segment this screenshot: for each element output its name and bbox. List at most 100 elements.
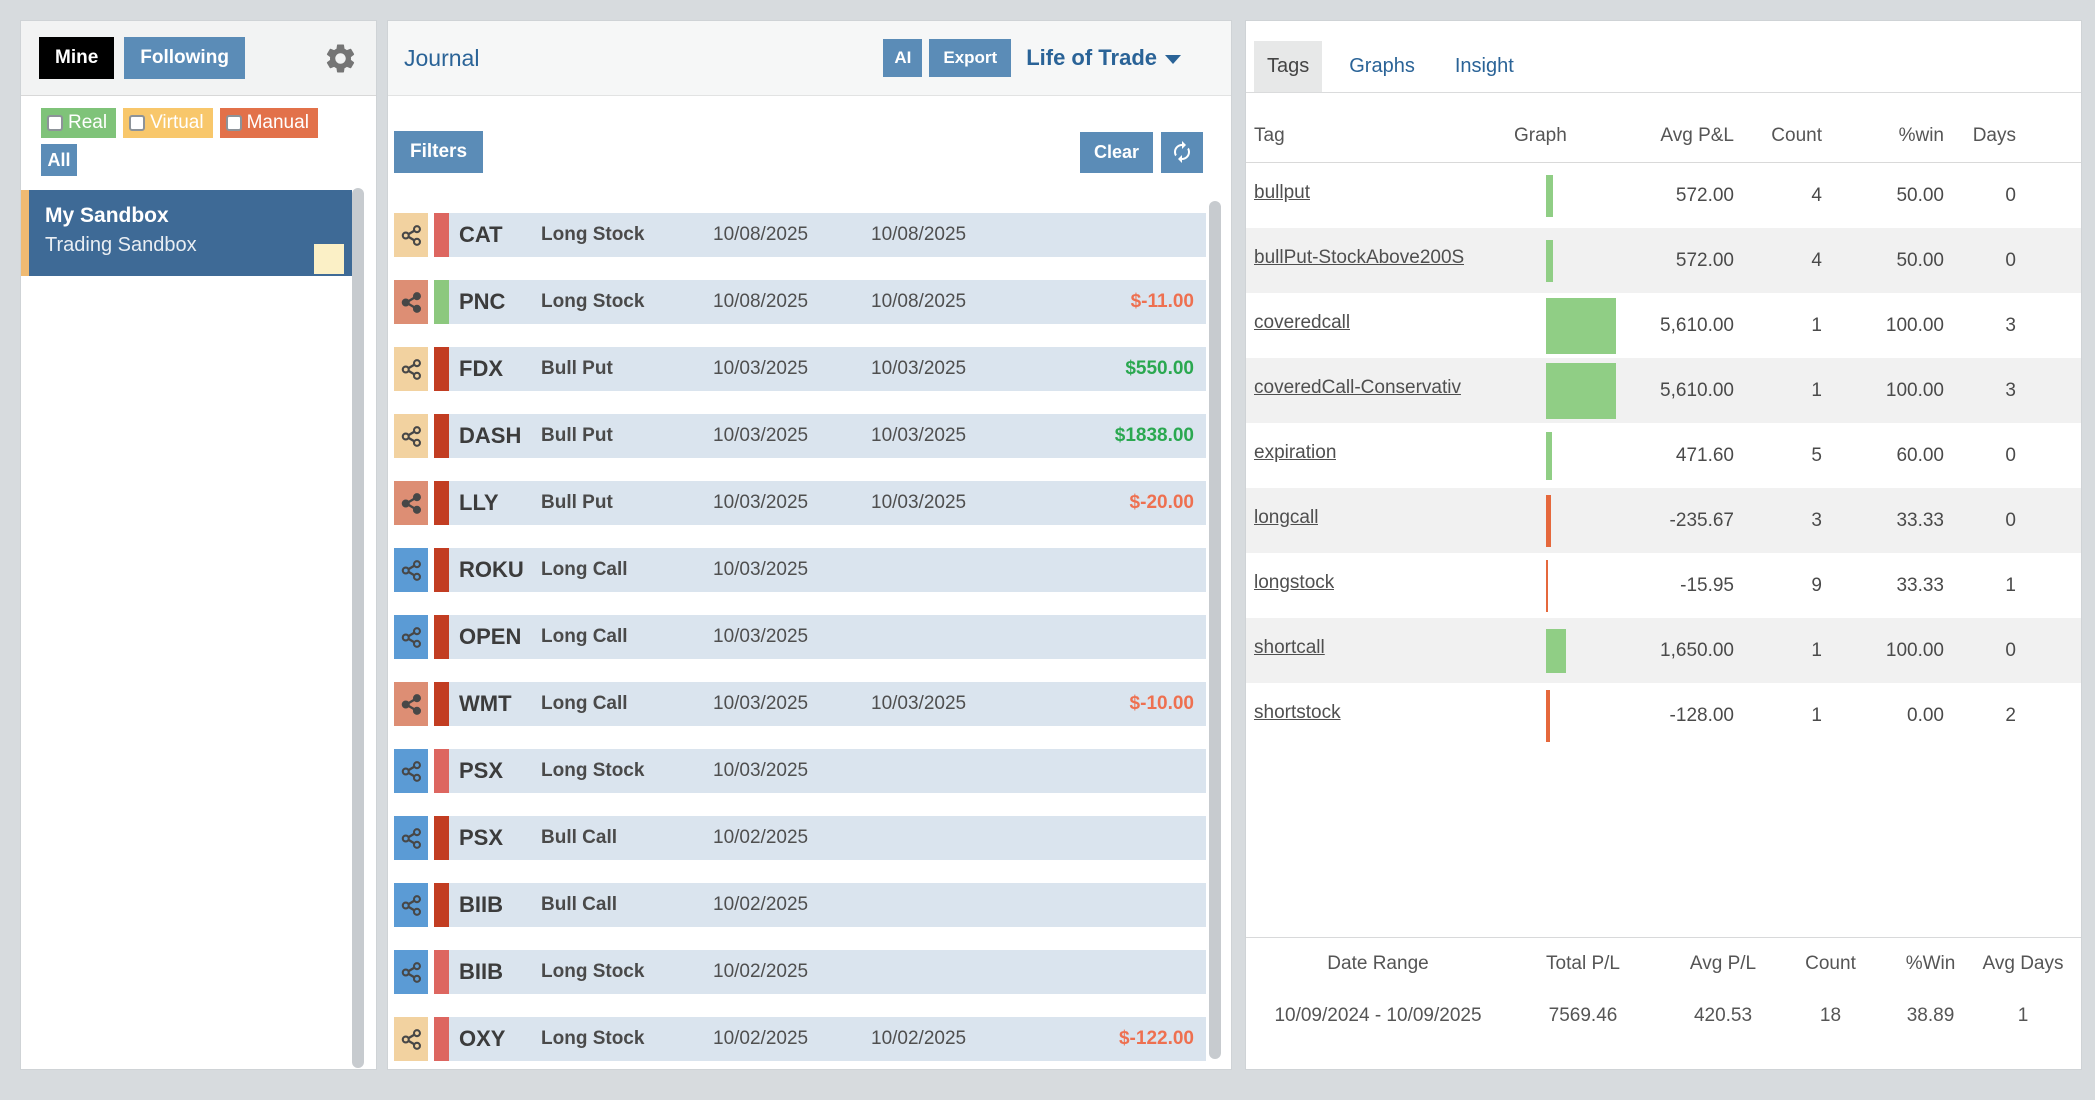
- trade-row-body: ROKU Long Call 10/03/2025: [449, 548, 1206, 592]
- trade-row[interactable]: OPEN Long Call 10/03/2025: [394, 615, 1206, 659]
- all-filter-button[interactable]: All: [41, 144, 77, 176]
- trade-status-bar: [434, 682, 449, 726]
- trade-row[interactable]: BIIB Bull Call 10/02/2025: [394, 883, 1206, 927]
- share-icon: [401, 492, 421, 514]
- tag-link[interactable]: bullPut-StockAbove200S: [1254, 246, 1465, 268]
- trade-row[interactable]: FDX Bull Put 10/03/2025 10/03/2025 $550.00: [394, 347, 1206, 391]
- checkbox[interactable]: [225, 115, 242, 131]
- trade-strategy: Long Stock: [541, 224, 645, 245]
- tag-win-pct: 60.00: [1896, 444, 1944, 466]
- trade-row-body: FDX Bull Put 10/03/2025 10/03/2025 $550.00: [449, 347, 1206, 391]
- tag-link[interactable]: coveredCall-Conservativ: [1254, 376, 1461, 398]
- clear-button[interactable]: Clear: [1079, 131, 1153, 173]
- summary-val-total-pl: 7569.46: [1548, 1005, 1618, 1026]
- trade-pnl: $-122.00: [1118, 1028, 1194, 1049]
- summary-values: 10/09/2024 - 10/09/2025 7569.46 420.53 18 38…: [1258, 990, 2069, 1042]
- share-icon-button[interactable]: [394, 749, 428, 793]
- tag-win-pct: 33.33: [1896, 574, 1944, 596]
- trade-row[interactable]: PNC Long Stock 10/08/2025 10/08/2025 $-11.00: [394, 280, 1206, 324]
- tags-panel: Tags Graphs Insight Tag Graph Avg P&L Coun…: [1245, 20, 2082, 1070]
- refresh-button[interactable]: [1161, 131, 1203, 173]
- summary-section: Date Range Total P/L Avg P/L Count %Win Avg D…: [1246, 937, 2081, 1042]
- share-icon-button[interactable]: [394, 1017, 428, 1061]
- tag-link[interactable]: bullput: [1254, 181, 1310, 203]
- trade-row[interactable]: OXY Long Stock 10/02/2025 10/02/2025 $-122.0…: [394, 1017, 1206, 1061]
- tag-count: 1: [1811, 379, 1822, 401]
- trade-row[interactable]: BIIB Long Stock 10/02/2025: [394, 950, 1206, 994]
- col-avgpl: Avg P&L: [1660, 125, 1734, 146]
- trade-row[interactable]: DASH Bull Put 10/03/2025 10/03/2025 $1838.00: [394, 414, 1206, 458]
- share-icon-button[interactable]: [394, 615, 428, 659]
- tab-tags[interactable]: Tags: [1254, 41, 1323, 92]
- col-graph: Graph: [1514, 125, 1567, 146]
- trade-status-bar: [434, 749, 449, 793]
- share-icon: [401, 291, 421, 313]
- view-selector-label: Life of Trade: [1026, 45, 1157, 70]
- tag-cell: coveredCall-Conservativ: [1254, 377, 1514, 405]
- checkbox[interactable]: [129, 115, 146, 131]
- ai-button[interactable]: AI: [883, 39, 923, 77]
- tag-link[interactable]: longcall: [1254, 506, 1319, 528]
- tag-count: 9: [1811, 574, 1822, 596]
- checkbox[interactable]: [47, 115, 63, 131]
- gear-icon[interactable]: [323, 41, 358, 76]
- tag-link[interactable]: coveredcall: [1254, 311, 1351, 333]
- view-selector-dropdown[interactable]: Life of Trade: [1026, 45, 1181, 71]
- filter-chip-virtual[interactable]: Virtual: [123, 108, 213, 138]
- tag-cell: shortstock: [1254, 702, 1514, 730]
- trade-strategy: Long Stock: [541, 291, 645, 312]
- share-icon-button[interactable]: [394, 213, 428, 257]
- tag-row: bullput 572.00 4 50.00 0: [1246, 163, 2081, 228]
- tab-mine[interactable]: Mine: [39, 37, 115, 79]
- export-button[interactable]: Export: [929, 39, 1012, 77]
- share-icon-button[interactable]: [394, 883, 428, 927]
- tab-graphs[interactable]: Graphs: [1349, 55, 1415, 77]
- trade-status-bar: [434, 548, 449, 592]
- tag-link[interactable]: longstock: [1254, 571, 1335, 593]
- tag-row: coveredCall-Conservativ 5,610.00 1 100.00 3: [1246, 358, 2081, 423]
- trade-row[interactable]: PSX Long Stock 10/03/2025: [394, 749, 1206, 793]
- sandbox-title: My Sandbox: [45, 204, 169, 227]
- tag-link[interactable]: expiration: [1254, 441, 1337, 463]
- tag-count: 3: [1811, 509, 1822, 531]
- filter-chip-label: Virtual: [150, 112, 204, 133]
- trade-row[interactable]: WMT Long Call 10/03/2025 10/03/2025 $-10.00: [394, 682, 1206, 726]
- trade-pnl: $1838.00: [1114, 425, 1194, 446]
- journal-scrollbar[interactable]: [1209, 201, 1221, 1059]
- tab-insight[interactable]: Insight: [1454, 55, 1514, 77]
- trade-row[interactable]: CAT Long Stock 10/08/2025 10/08/2025: [394, 213, 1206, 257]
- tag-link[interactable]: shortstock: [1254, 701, 1341, 723]
- share-icon-button[interactable]: [394, 682, 428, 726]
- sidebar-header: Mine Following: [21, 21, 376, 96]
- caret-down-icon: [1165, 55, 1181, 64]
- filter-chip-real[interactable]: Real: [41, 108, 117, 138]
- sidebar-scrollbar[interactable]: [352, 188, 364, 1068]
- trade-open-date: 10/02/2025: [713, 894, 809, 915]
- trade-open-date: 10/08/2025: [713, 291, 809, 312]
- filter-chip-manual[interactable]: Manual: [219, 108, 318, 138]
- tag-link[interactable]: shortcall: [1254, 636, 1325, 658]
- tag-win-pct: 0.00: [1907, 704, 1944, 726]
- trade-pnl: $-20.00: [1129, 492, 1194, 513]
- share-icon-button[interactable]: [394, 481, 428, 525]
- tag-count: 5: [1811, 444, 1822, 466]
- share-icon-button[interactable]: [394, 280, 428, 324]
- tag-win-pct: 50.00: [1896, 249, 1944, 271]
- tab-following[interactable]: Following: [124, 37, 245, 79]
- trade-row[interactable]: LLY Bull Put 10/03/2025 10/03/2025 $-20.00: [394, 481, 1206, 525]
- trade-row[interactable]: PSX Bull Call 10/02/2025: [394, 816, 1206, 860]
- trade-open-date: 10/03/2025: [713, 626, 809, 647]
- share-icon-button[interactable]: [394, 816, 428, 860]
- trade-ticker: LLY: [459, 490, 499, 515]
- share-icon: [401, 425, 421, 447]
- share-icon-button[interactable]: [394, 950, 428, 994]
- tag-count: 1: [1811, 314, 1822, 336]
- trade-row[interactable]: ROKU Long Call 10/03/2025: [394, 548, 1206, 592]
- trade-row-body: BIIB Long Stock 10/02/2025: [449, 950, 1206, 994]
- filters-button[interactable]: Filters: [394, 131, 484, 173]
- share-icon-button[interactable]: [394, 347, 428, 391]
- share-icon-button[interactable]: [394, 548, 428, 592]
- share-icon-button[interactable]: [394, 414, 428, 458]
- summary-col-avg-pl: Avg P/L: [1689, 953, 1757, 974]
- sidebar-item-sandbox[interactable]: My Sandbox Trading Sandbox: [21, 190, 352, 276]
